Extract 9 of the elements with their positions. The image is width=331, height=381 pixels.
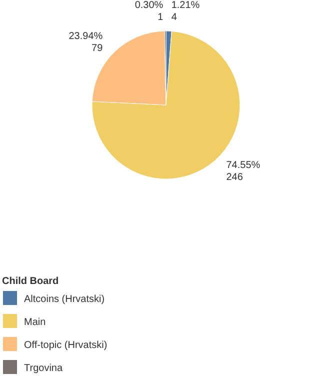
data-label: 74.55% 246 [226,160,260,183]
data-label: 23.94% 79 [68,30,104,54]
data-label: 0.30% 1 [134,0,164,23]
legend-title: Child Board [2,276,59,287]
legend-label: Trgovina [24,363,63,374]
legend-label: Main [24,317,46,328]
legend-label: Off-topic (Hrvatski) [24,340,108,351]
legend-label: Altcoins (Hrvatski) [24,294,105,305]
data-label: 1.21% 4 [171,0,200,23]
